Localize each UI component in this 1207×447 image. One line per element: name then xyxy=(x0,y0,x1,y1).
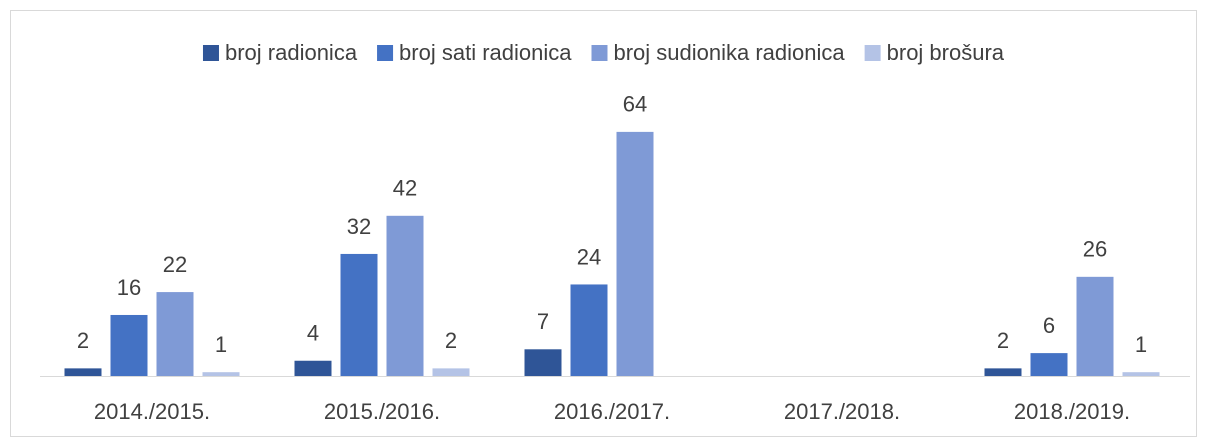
x-tick-label: 2018./2019. xyxy=(1014,399,1130,424)
legend: broj radionica broj sati radionica broj su… xyxy=(202,40,1005,65)
x-tick-label: 2014./2015. xyxy=(94,399,210,424)
data-label: 42 xyxy=(393,176,417,201)
legend-swatch xyxy=(864,45,881,61)
legend-swatch xyxy=(377,45,394,61)
data-label: 1 xyxy=(215,332,227,357)
bar xyxy=(110,314,148,376)
legend-label: broj brošura xyxy=(887,40,1005,65)
bar xyxy=(340,253,378,376)
legend-swatch xyxy=(202,45,219,61)
bar xyxy=(1030,353,1068,376)
bar xyxy=(202,372,240,376)
legend-label: broj sudionika radionica xyxy=(613,40,845,65)
data-label: 1 xyxy=(1135,332,1147,357)
data-label: 4 xyxy=(307,321,319,346)
data-label: 26 xyxy=(1083,237,1107,262)
bar xyxy=(386,215,424,376)
data-label: 22 xyxy=(163,252,187,277)
x-tick-label: 2016./2017. xyxy=(554,399,670,424)
bar xyxy=(984,368,1022,376)
bar xyxy=(432,368,470,376)
bar xyxy=(524,349,562,376)
data-label: 24 xyxy=(577,244,601,269)
x-tick-label: 2015./2016. xyxy=(324,399,440,424)
bar xyxy=(1122,372,1160,376)
legend-label: broj radionica xyxy=(225,40,358,65)
data-label: 32 xyxy=(347,214,371,239)
bar xyxy=(616,131,654,376)
data-label: 6 xyxy=(1043,313,1055,338)
bar xyxy=(294,360,332,376)
bar xyxy=(156,292,194,376)
data-label: 2 xyxy=(445,328,457,353)
bar xyxy=(570,284,608,376)
legend-label: broj sati radionica xyxy=(399,40,572,65)
x-tick-label: 2017./2018. xyxy=(784,399,900,424)
data-label: 7 xyxy=(537,309,549,334)
data-label: 2 xyxy=(77,328,89,353)
data-label: 16 xyxy=(117,275,141,300)
bar xyxy=(64,368,102,376)
data-label: 2 xyxy=(997,328,1009,353)
bar xyxy=(1076,276,1114,376)
legend-swatch xyxy=(591,45,608,61)
data-label: 64 xyxy=(623,92,647,117)
